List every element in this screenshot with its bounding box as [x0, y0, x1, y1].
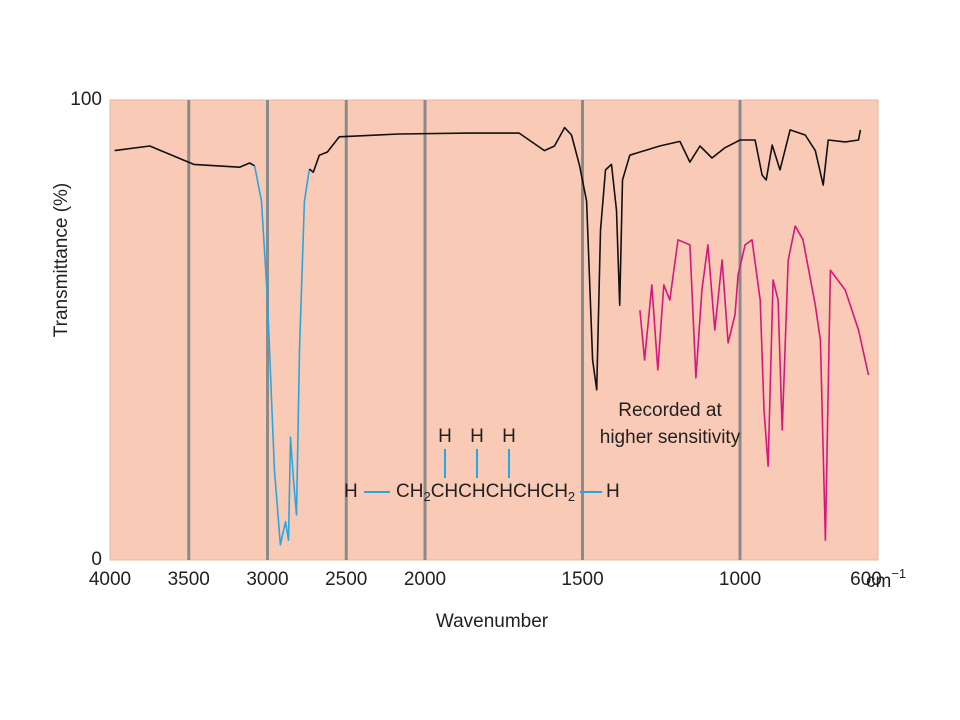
structure-atom: H — [438, 426, 452, 447]
structure-atom: H — [502, 426, 516, 447]
x-tick-label: 4000 — [89, 569, 131, 590]
spectrum-line — [639, 225, 870, 541]
chain-part: CHCHCHCH — [431, 481, 541, 502]
spectrum-line — [308, 126, 862, 391]
x-tick-label: 2500 — [325, 569, 367, 590]
chain-part: CH — [540, 481, 567, 502]
x-unit-exp: −1 — [891, 566, 906, 581]
y-tick-label: 0 — [91, 549, 102, 570]
x-unit: cm−1 — [866, 566, 906, 592]
chain-sub: 2 — [423, 489, 430, 504]
spectrum-line — [114, 145, 255, 168]
annotation: Recorded at — [618, 400, 722, 421]
chain-part: CH — [396, 481, 423, 502]
structure-atom: H — [606, 481, 620, 502]
x-tick-label: 1000 — [719, 569, 761, 590]
structure-atom: H — [470, 426, 484, 447]
plot-area — [109, 99, 879, 561]
y-axis-label: Transmittance (%) — [51, 183, 72, 338]
x-tick-label: 2000 — [404, 569, 446, 590]
chain-sub: 2 — [568, 489, 575, 504]
structure-chain: CH2CHCHCHCHCH2 — [396, 481, 575, 504]
x-tick-label: 1500 — [561, 569, 603, 590]
x-tick-label: 3500 — [168, 569, 210, 590]
structure-atom: H — [344, 481, 358, 502]
x-tick-label: 3000 — [246, 569, 288, 590]
x-tick-label: 600 — [850, 569, 882, 590]
y-tick-label: 100 — [70, 89, 102, 110]
x-axis-label: Wavenumber — [436, 611, 549, 632]
x-unit-base: cm — [866, 571, 891, 592]
spectrum-line — [253, 165, 311, 546]
annotation: higher sensitivity — [600, 427, 741, 448]
